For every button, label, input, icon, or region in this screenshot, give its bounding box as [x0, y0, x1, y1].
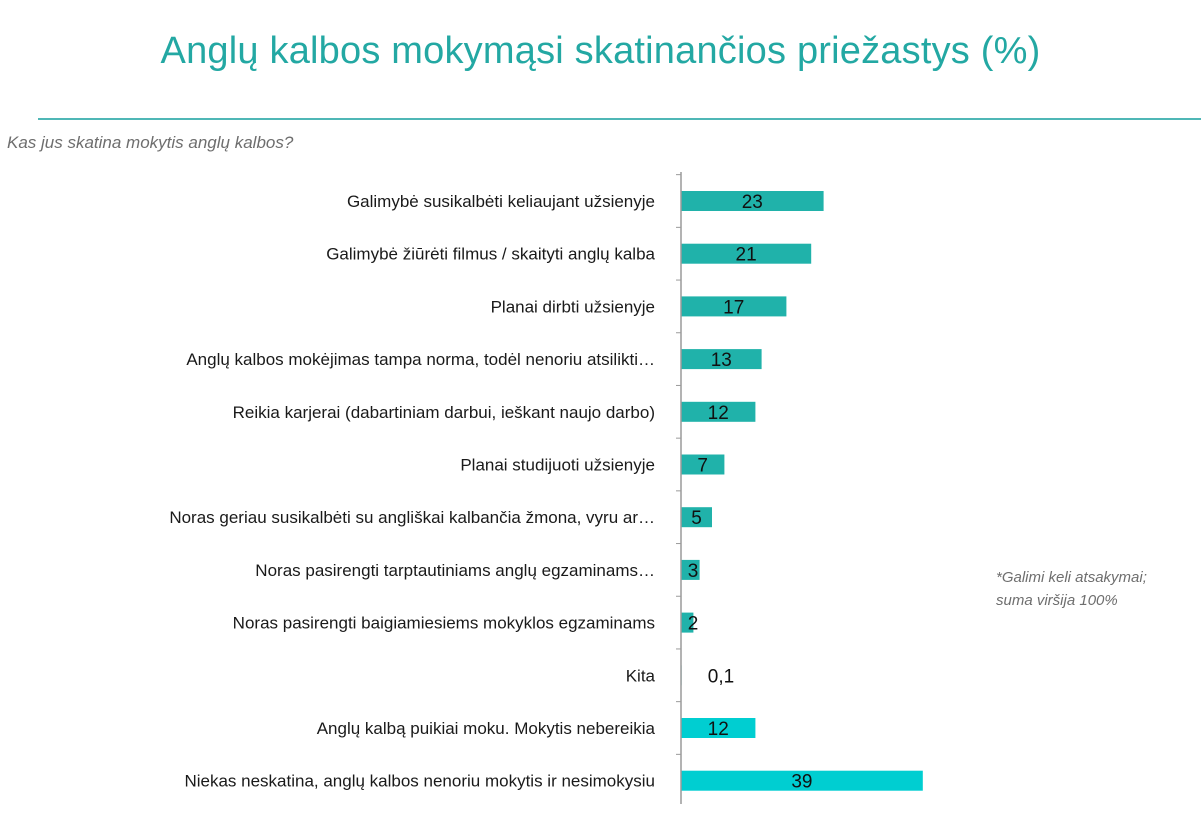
- category-label: Anglų kalbą puikiai moku. Mokytis nebere…: [317, 719, 656, 738]
- bar: [681, 559, 700, 580]
- bar: [681, 401, 756, 422]
- footnote-line-2: suma viršija 100%: [996, 592, 1118, 609]
- category-label: Galimybė žiūrėti filmus / skaityti anglų…: [326, 245, 655, 264]
- data-label: 23: [742, 192, 763, 213]
- bar: [681, 507, 712, 528]
- category-label: Planai studijuoti užsienyje: [460, 456, 655, 475]
- footnote-line-1: *Galimi keli atsakymai;: [996, 569, 1147, 586]
- chart-subtitle: Kas jus skatina mokytis anglų kalbos?: [7, 133, 294, 152]
- data-label: 3: [688, 561, 699, 582]
- data-label: 12: [708, 403, 729, 424]
- chart-title: Anglų kalbos mokymąsi skatinančios priež…: [160, 30, 1041, 72]
- bar: [681, 243, 812, 264]
- bar: [681, 770, 923, 791]
- footnote: *Galimi keli atsakymai; suma viršija 100…: [996, 566, 1147, 612]
- category-label: Planai dirbti užsienyje: [491, 297, 655, 316]
- category-label: Niekas neskatina, anglų kalbos nenoriu m…: [184, 772, 655, 791]
- category-label: Noras pasirengti tarptautiniams anglų eg…: [255, 561, 655, 580]
- data-label: 2: [688, 614, 699, 635]
- data-label: 0,1: [708, 666, 734, 687]
- data-label: 17: [723, 297, 744, 318]
- bar: [681, 718, 756, 738]
- data-label: 13: [711, 350, 732, 371]
- category-label: Noras geriau susikalbėti su angliškai ka…: [169, 508, 655, 527]
- title-divider: [38, 118, 1201, 120]
- data-label: 7: [697, 456, 708, 477]
- category-label: Kita: [626, 666, 656, 685]
- bar: [681, 612, 694, 633]
- category-label: Reikia karjerai (dabartiniam darbui, ieš…: [233, 403, 655, 422]
- data-label: 12: [708, 719, 729, 740]
- bar: [681, 296, 787, 317]
- bar: [681, 349, 762, 370]
- bar: [681, 454, 725, 475]
- bars-group: [676, 174, 923, 791]
- labels-group: Galimybė susikalbėti keliaujant užsienyj…: [169, 192, 812, 793]
- data-label: 5: [691, 508, 702, 529]
- data-label: 21: [736, 245, 757, 266]
- category-label: Anglų kalbos mokėjimas tampa norma, todė…: [186, 350, 655, 369]
- bar: [681, 191, 824, 211]
- category-label: Noras pasirengti baigiamiesiems mokyklos…: [233, 614, 655, 633]
- data-label: 39: [791, 772, 812, 793]
- category-label: Galimybė susikalbėti keliaujant užsienyj…: [347, 192, 655, 211]
